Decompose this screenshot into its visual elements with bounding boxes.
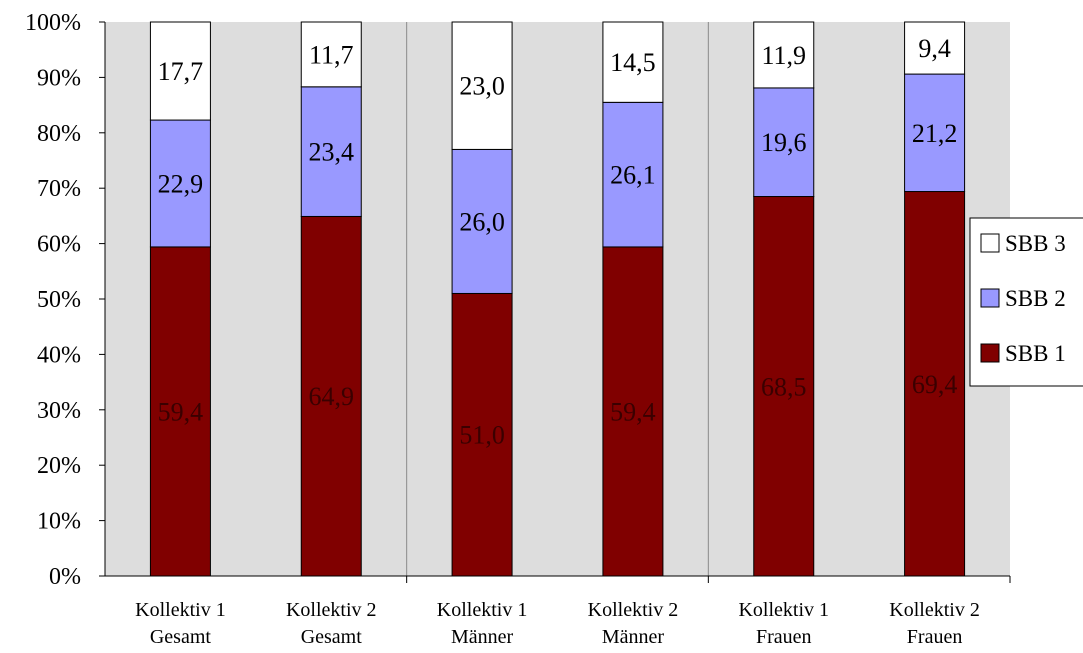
x-tick-label: Kollektiv 1 Gesamt — [135, 599, 226, 648]
bar-segment-sbb-3 — [451, 21, 513, 150]
x-tick-label-line: Kollektiv 2 — [889, 599, 980, 621]
data-label: 17,7 — [158, 57, 204, 86]
x-tick-label-line: Gesamt — [301, 626, 363, 648]
data-label: 59,4 — [610, 397, 656, 426]
data-label: 9,4 — [918, 34, 951, 63]
y-tick-label: 80% — [37, 121, 81, 147]
x-tick-label-line: Frauen — [907, 626, 963, 648]
x-tick-label-line: Frauen — [756, 626, 812, 648]
bar-segment-sbb-3 — [904, 21, 966, 75]
bars — [149, 21, 966, 577]
data-label: 26,1 — [610, 161, 656, 190]
y-tick-label: 0% — [49, 564, 81, 590]
legend-swatch — [980, 343, 1000, 363]
data-label: 59,4 — [158, 397, 204, 426]
y-tick-label: 10% — [37, 509, 81, 535]
x-tick-label-line: Männer — [451, 626, 514, 648]
x-tick-label: Kollektiv 1 Frauen — [738, 599, 829, 648]
legend-label: SBB 3 — [1005, 231, 1066, 256]
data-label: 64,9 — [309, 382, 355, 411]
bar-segment-sbb-1 — [300, 215, 362, 577]
x-tick-label-line: Kollektiv 1 — [738, 599, 829, 621]
labels: 59,4 22,9 17,7 64,9 23,4 11,7 51,0 26,0 23,0 59,4… — [158, 34, 958, 450]
y-tick-label: 20% — [37, 453, 81, 479]
legend: SBB 3 SBB 2 SBB 1 — [969, 217, 1083, 387]
x-tick-label-line: Kollektiv 1 — [135, 599, 226, 621]
plot-background — [105, 22, 1010, 576]
bar-segment-sbb-2 — [904, 73, 966, 193]
y-tick-label: 70% — [37, 176, 81, 202]
bar-segment-sbb-1 — [149, 246, 211, 577]
data-label: 19,6 — [761, 128, 807, 157]
y-tick-label: 40% — [37, 342, 81, 368]
data-label: 22,9 — [158, 169, 204, 198]
x-tick-label: Kollektiv 2 Frauen — [889, 599, 980, 648]
data-label: 51,0 — [459, 421, 505, 450]
bar-segment-sbb-3 — [753, 21, 815, 89]
bar-segment-sbb-2 — [300, 86, 362, 217]
legend-swatch — [980, 288, 1000, 308]
x-tick-label: Kollektiv 1 Männer — [437, 599, 528, 648]
x-tick-label: Kollektiv 2 Gesamt — [286, 599, 377, 648]
legend-label: SBB 2 — [1005, 286, 1066, 311]
y-tick-label: 100% — [25, 10, 81, 36]
x-tick-label-line: Kollektiv 2 — [588, 599, 679, 621]
data-label: 68,5 — [761, 372, 807, 401]
data-label: 23,0 — [459, 72, 505, 101]
axes: 0% 10% 20% 30% 40% 50% 60% 70% 80% 90% 100% Kollekt… — [25, 10, 1011, 648]
bar-segment-sbb-1 — [904, 191, 966, 577]
data-label: 69,4 — [912, 370, 958, 399]
x-tick-label-line: Kollektiv 2 — [286, 599, 377, 621]
legend-label: SBB 1 — [1005, 341, 1066, 366]
data-label: 11,7 — [309, 40, 354, 69]
bar-segment-sbb-3 — [300, 21, 362, 88]
data-label: 11,9 — [761, 41, 806, 70]
bar-segment-sbb-2 — [451, 148, 513, 294]
data-label: 14,5 — [610, 48, 656, 77]
y-tick-label: 30% — [37, 398, 81, 424]
bar-segment-sbb-3 — [149, 21, 211, 121]
y-tick-label: 50% — [37, 287, 81, 313]
bar-segment-sbb-2 — [602, 101, 664, 248]
legend-swatch — [980, 233, 1000, 253]
data-label: 21,2 — [912, 119, 958, 148]
plot-area — [105, 22, 1010, 576]
data-label: 23,4 — [309, 138, 355, 167]
bar-segment-sbb-1 — [753, 196, 815, 577]
bar-segment-sbb-3 — [602, 21, 664, 103]
data-label: 26,0 — [459, 207, 505, 236]
bar-segment-sbb-1 — [451, 292, 513, 577]
y-tick-label: 90% — [37, 65, 81, 91]
x-tick-label-line: Gesamt — [150, 626, 212, 648]
x-tick-label-line: Kollektiv 1 — [437, 599, 528, 621]
bar-segment-sbb-2 — [753, 87, 815, 198]
y-tick-label: 60% — [37, 232, 81, 258]
x-tick-label-line: Männer — [602, 626, 665, 648]
x-tick-label: Kollektiv 2 Männer — [588, 599, 679, 648]
